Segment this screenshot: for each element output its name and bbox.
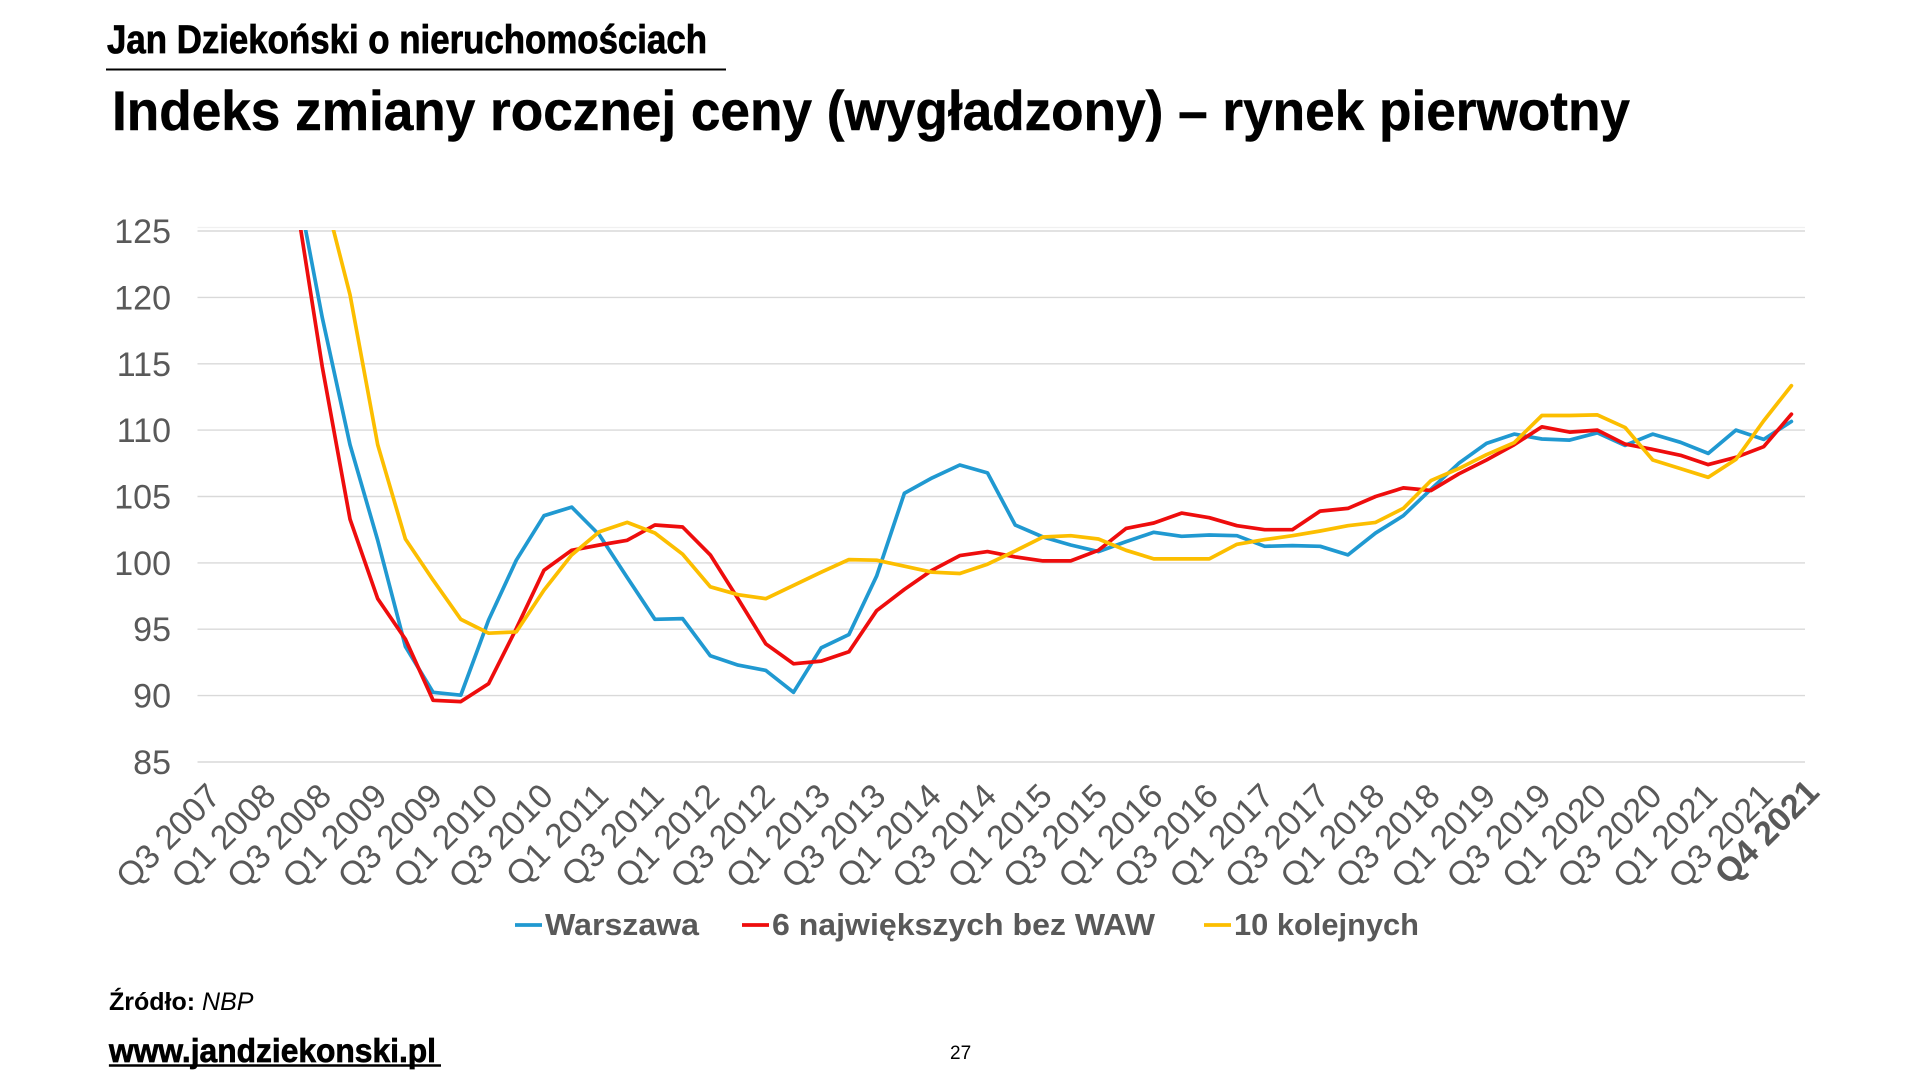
svg-text:125: 125 bbox=[114, 213, 171, 251]
svg-text:10 kolejnych: 10 kolejnych bbox=[1234, 907, 1419, 942]
svg-text:Źródło: NBP: Źródło: NBP bbox=[109, 987, 254, 1016]
svg-text:95: 95 bbox=[133, 611, 171, 649]
svg-text:90: 90 bbox=[133, 678, 171, 716]
svg-text:Indeks zmiany rocznej ceny (wy: Indeks zmiany rocznej ceny (wygładzony) … bbox=[112, 79, 1630, 142]
svg-text:27: 27 bbox=[950, 1043, 971, 1064]
svg-text:Jan Dziekoński o nieruchomości: Jan Dziekoński o nieruchomościach bbox=[107, 18, 707, 62]
svg-text:6 największych bez WAW: 6 największych bez WAW bbox=[772, 907, 1156, 942]
svg-text:115: 115 bbox=[117, 346, 171, 384]
svg-text:85: 85 bbox=[133, 744, 171, 782]
svg-text:Warszawa: Warszawa bbox=[545, 907, 700, 942]
svg-text:100: 100 bbox=[114, 545, 171, 583]
svg-text:120: 120 bbox=[114, 279, 171, 317]
svg-text:110: 110 bbox=[117, 412, 171, 450]
svg-text:www.jandziekonski.pl: www.jandziekonski.pl bbox=[108, 1032, 436, 1069]
svg-text:105: 105 bbox=[114, 479, 171, 517]
